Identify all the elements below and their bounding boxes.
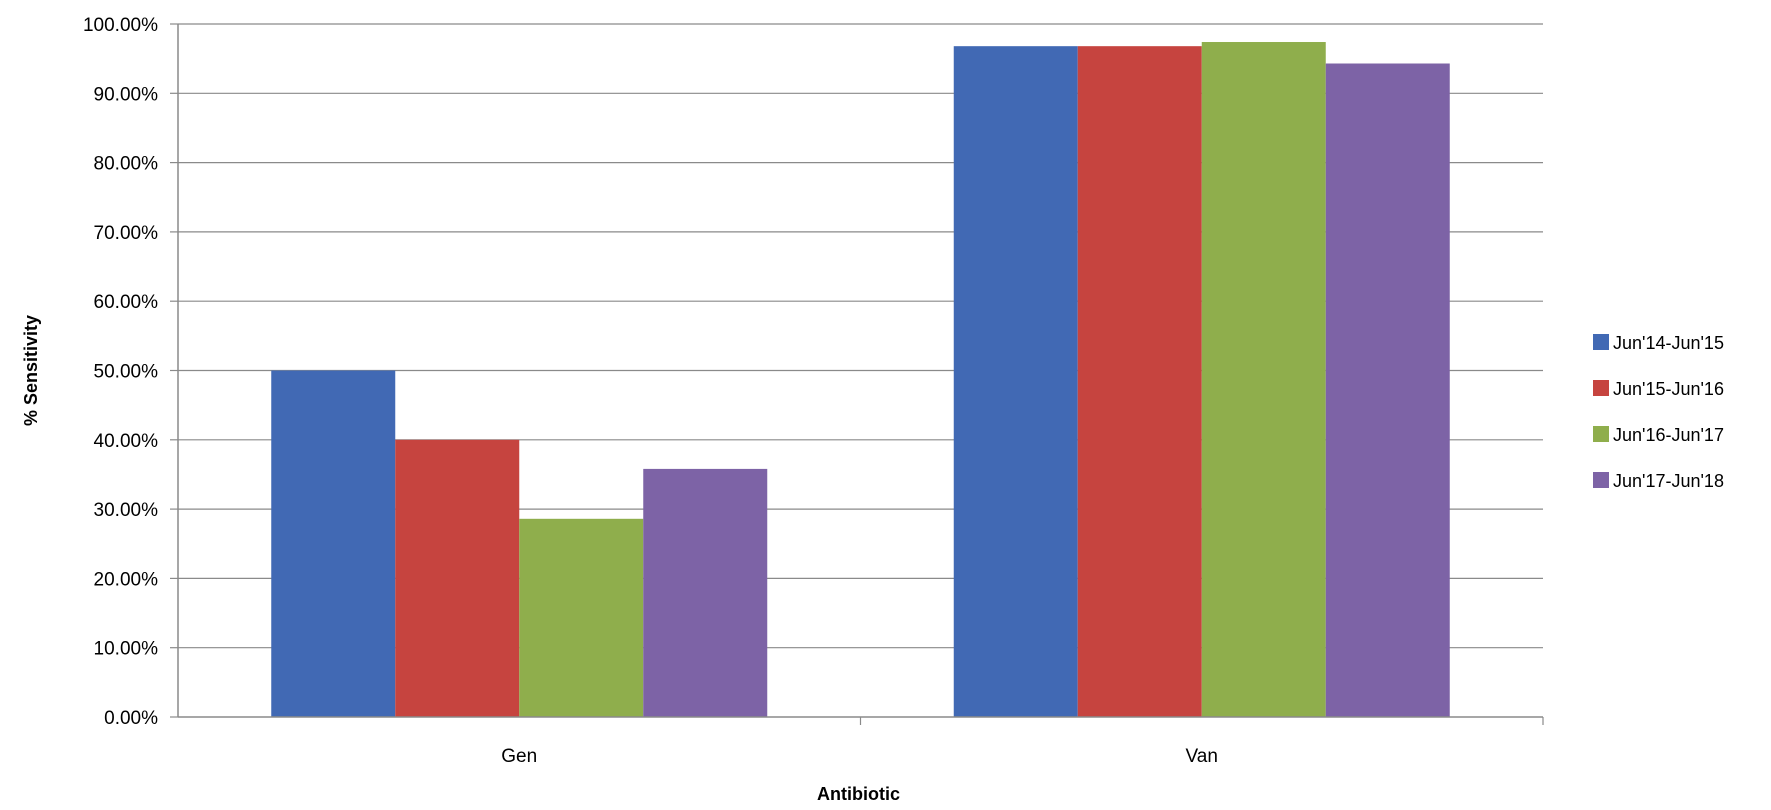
x-tick-label: Van [1186,746,1218,767]
legend-label: Jun'15-Jun'16 [1613,379,1724,399]
bar [1077,46,1202,717]
y-tick-label: 10.00% [94,639,159,660]
bar [953,46,1078,717]
bar [643,468,768,717]
bar [519,518,644,717]
y-tick-label: 0.00% [104,708,158,729]
y-tick-label: 20.00% [94,569,159,590]
y-tick-label: 30.00% [94,500,159,521]
y-tick-label: 70.00% [94,223,159,244]
y-axis-title: % Sensitivity [21,315,41,426]
legend: Jun'14-Jun'15 Jun'15-Jun'16 Jun'16-Jun'17 J… [1593,333,1724,491]
legend-swatch [1593,334,1609,350]
bar [1201,42,1326,717]
legend-label: Jun'17-Jun'18 [1613,471,1724,491]
legend-swatch [1593,426,1609,442]
y-tick-label: 90.00% [94,84,159,105]
x-tick-labels: Gen Van [501,746,1218,767]
legend-label: Jun'16-Jun'17 [1613,425,1724,445]
y-tick-label: 60.00% [94,292,159,313]
y-tick-label: 80.00% [94,154,159,175]
x-axis-title: Antibiotic [817,784,900,804]
bar [395,439,520,717]
axes [170,23,1544,725]
legend-swatch [1593,472,1609,488]
bars [271,42,1450,718]
y-tick-label: 40.00% [94,431,159,452]
y-tick-label: 100.00% [83,15,158,36]
legend-swatch [1593,380,1609,396]
y-tick-labels: 0.00% 10.00% 20.00% 30.00% 40.00% 50.00% 60.00… [83,15,158,729]
y-tick-label: 50.00% [94,362,159,383]
x-tick-label: Gen [501,746,537,767]
bar [271,370,396,717]
bar [1325,63,1450,718]
legend-label: Jun'14-Jun'15 [1613,333,1724,353]
